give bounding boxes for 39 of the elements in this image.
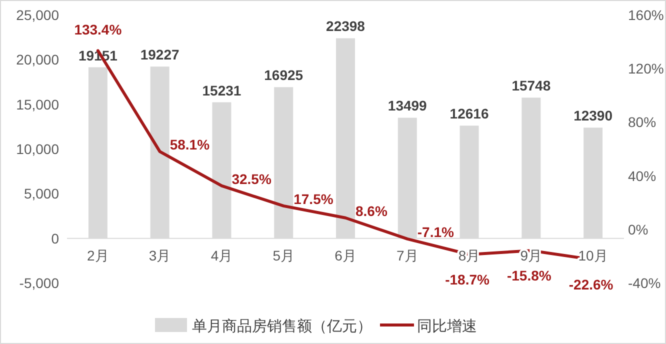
y-tick-label: 25,000 [16,7,60,23]
x-tick-label: 4月 [210,247,233,264]
data-label: 58.1% [170,136,210,153]
y2-tick-label: 80% [628,114,656,130]
data-label: -18.7% [445,271,490,288]
y-tick-label: 10,000 [16,141,60,157]
y2-tick-label: 120% [628,60,664,77]
data-label: -15.8% [506,268,552,284]
data-label: 12616 [450,106,489,122]
data-label: 19227 [140,46,180,63]
data-label: -7.1% [417,224,455,240]
data-label: 8.6% [356,202,388,219]
y2-tick-label: -40% [628,275,661,291]
data-label: 133.4% [74,22,122,38]
data-label: 32.5% [232,170,272,187]
y-tick-label: 5,000 [24,186,60,202]
data-label: 22398 [326,18,366,34]
x-tick-label: 7月 [396,247,418,264]
x-tick-label: 6月 [334,247,356,264]
data-label: 12390 [574,108,613,124]
data-label: 15231 [202,82,242,98]
x-tick-label: 3月 [148,247,171,264]
data-label: 16925 [264,67,304,84]
data-label: 15748 [512,78,551,94]
data-label: 17.5% [294,190,334,207]
y-tick-label: 15,000 [16,96,60,112]
legend-label: 单月商品房销售额（亿元） [192,318,372,335]
x-tick-label: 2月 [87,247,109,264]
y-tick-label: 0 [51,230,60,246]
y2-tick-label: 160% [628,7,664,23]
x-tick-label: 9月 [520,247,542,264]
y2-tick-label: 40% [628,168,656,184]
y2-tick-label: 0% [628,221,648,238]
y-tick-label: -5,000 [19,275,60,291]
x-tick-label: 5月 [272,247,295,264]
legend-label: 同比增速 [417,318,477,335]
data-label: 13499 [388,98,428,114]
y-tick-label: 20,000 [16,52,60,68]
data-label: -22.6% [568,276,614,293]
